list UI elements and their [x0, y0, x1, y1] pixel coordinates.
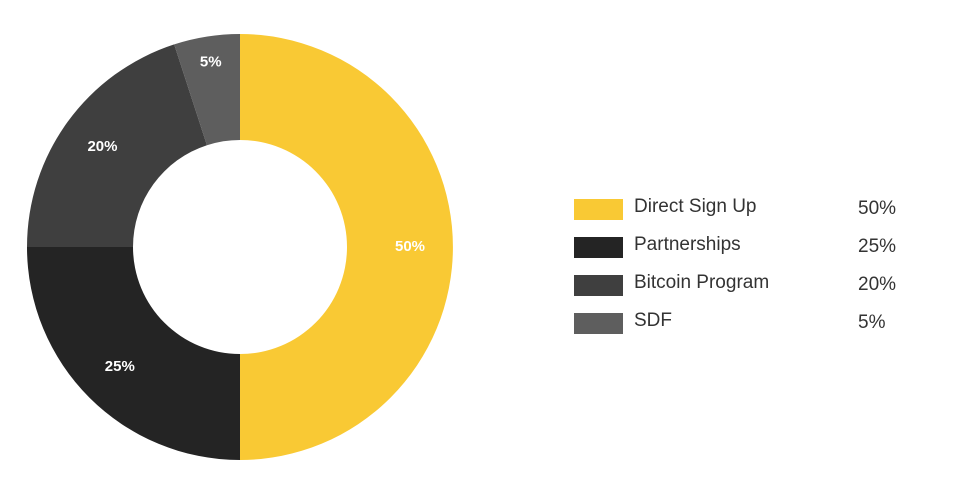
slice-data-label: 50%: [395, 238, 425, 255]
donut-chart: 50% 25% 20% 5%: [27, 34, 453, 460]
legend-label: SDF: [634, 310, 672, 331]
legend: Direct Sign Up 50% Partnerships 25% Bitc…: [574, 193, 934, 345]
legend-swatch: [574, 199, 623, 220]
donut-slice-bitcoin-program: [27, 44, 207, 248]
donut-slice-sdf: [174, 34, 240, 146]
legend-item-direct-sign-up: Direct Sign Up 50%: [574, 193, 934, 231]
slice-data-label: 20%: [87, 138, 117, 155]
legend-value: 25%: [858, 236, 897, 257]
legend-item-partnerships: Partnerships 25%: [574, 231, 934, 269]
donut-slice-partnerships: [27, 247, 240, 460]
slice-data-label: 5%: [200, 53, 222, 70]
legend-label: Bitcoin Program: [634, 272, 770, 293]
legend-swatch: [574, 313, 623, 334]
legend-label: Direct Sign Up: [634, 196, 757, 217]
legend-item-sdf: SDF 5%: [574, 307, 934, 345]
legend-swatch: [574, 275, 623, 296]
legend-value: 20%: [858, 274, 897, 295]
legend-value: 50%: [858, 198, 897, 219]
donut-slice-direct-sign-up: [240, 34, 453, 460]
slice-data-label: 25%: [105, 358, 135, 375]
legend-label: Partnerships: [634, 234, 741, 255]
legend-item-bitcoin-program: Bitcoin Program 20%: [574, 269, 934, 307]
legend-swatch: [574, 237, 623, 258]
legend-value: 5%: [858, 312, 886, 333]
